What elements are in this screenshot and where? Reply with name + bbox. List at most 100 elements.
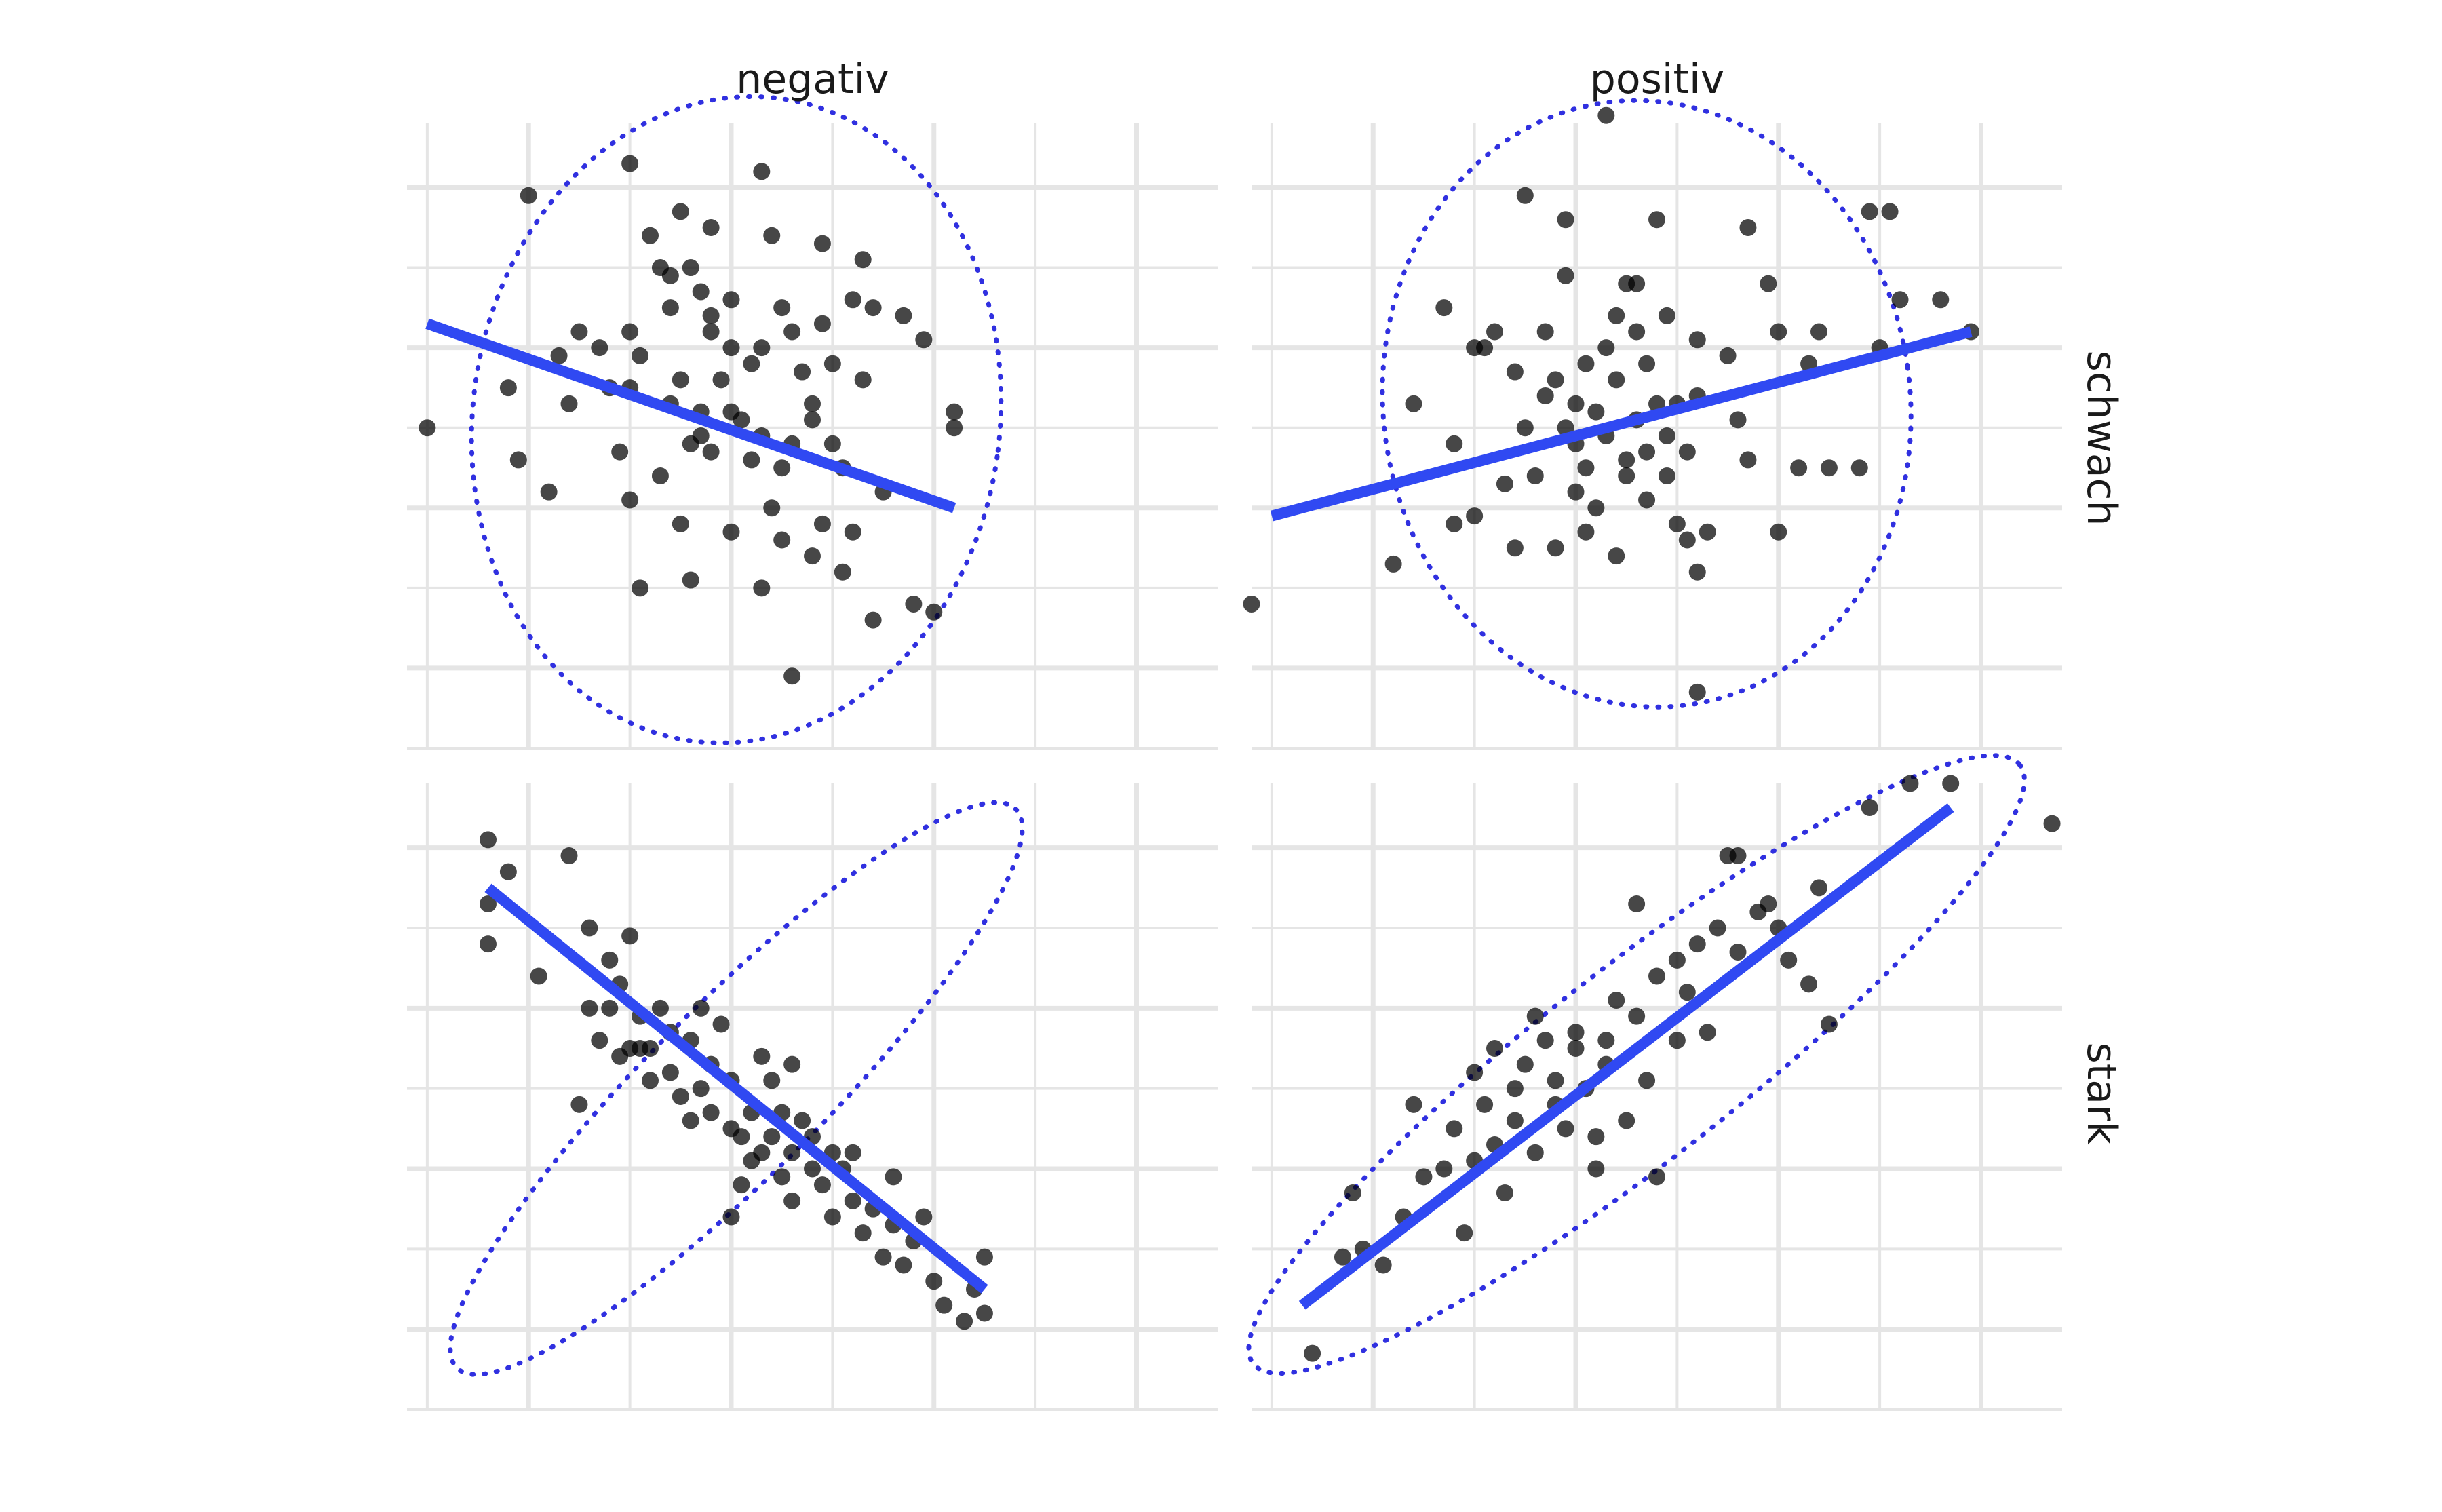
data-point (1628, 895, 1646, 912)
data-point (794, 1112, 811, 1129)
data-point (1688, 331, 1706, 349)
data-point (946, 419, 963, 437)
data-point (1435, 1160, 1453, 1178)
data-point (1384, 555, 1402, 573)
data-point (722, 291, 740, 309)
data-point (844, 1144, 861, 1161)
data-point (1446, 515, 1463, 532)
data-point (560, 395, 578, 412)
data-point (1810, 323, 1827, 341)
data-point (864, 611, 882, 629)
points-positiv-stark (1304, 775, 2061, 1362)
data-point (1557, 267, 1574, 284)
data-point (915, 1208, 933, 1226)
data-point (1547, 539, 1564, 557)
data-point (733, 1128, 750, 1146)
data-point (1526, 467, 1544, 485)
data-point (895, 1256, 912, 1274)
data-point (1496, 1184, 1513, 1201)
data-point (1638, 443, 1656, 461)
data-point (1820, 1015, 1838, 1033)
data-point (804, 1160, 821, 1178)
data-point (1729, 411, 1747, 429)
data-point (1374, 1256, 1392, 1274)
confidence-ellipse-positiv-stark (1246, 753, 2027, 1376)
data-point (925, 603, 943, 621)
data-point (1476, 1096, 1494, 1113)
data-point (1597, 339, 1615, 357)
data-point (1587, 499, 1605, 517)
data-point (783, 1192, 801, 1209)
data-point (773, 1168, 791, 1186)
data-point (1304, 1344, 1321, 1362)
data-point (601, 999, 619, 1017)
data-point (560, 847, 578, 864)
data-point (1668, 951, 1686, 969)
data-point (813, 235, 831, 252)
data-point (844, 523, 861, 541)
column-strip-label-negativ: negativ (736, 56, 889, 103)
data-point (1891, 291, 1909, 309)
data-point (1628, 275, 1646, 292)
data-point (581, 999, 598, 1017)
data-point (1597, 1032, 1615, 1049)
data-point (823, 355, 841, 372)
data-point (1415, 1168, 1433, 1186)
data-point (570, 1096, 588, 1113)
data-point (1466, 1064, 1484, 1081)
data-point (499, 379, 517, 397)
row-strip-label-stark: stark (2078, 1043, 2125, 1145)
data-point (1770, 523, 1787, 541)
data-point (661, 299, 679, 317)
data-point (753, 163, 771, 180)
data-point (925, 1273, 943, 1290)
data-point (1790, 459, 1808, 477)
data-point (1476, 339, 1494, 357)
data-point (1506, 363, 1524, 381)
data-point (915, 331, 933, 349)
data-point (530, 967, 547, 985)
data-point (783, 667, 801, 685)
data-point (722, 523, 740, 541)
data-point (743, 1152, 760, 1169)
regression-line-negativ-schwach (425, 318, 956, 513)
data-point (661, 1064, 679, 1081)
data-point (419, 419, 436, 437)
data-point (672, 1088, 689, 1105)
data-point (1405, 395, 1422, 412)
data-point (1618, 451, 1635, 469)
data-point (1577, 355, 1595, 372)
data-point (651, 259, 669, 277)
data-point (1678, 443, 1696, 461)
data-point (692, 999, 710, 1017)
data-point (1668, 1032, 1686, 1049)
data-point (1800, 975, 1818, 993)
data-point (1496, 475, 1513, 492)
data-point (550, 347, 568, 364)
confidence-ellipse-negativ-schwach (469, 94, 1004, 745)
data-point (621, 155, 639, 172)
data-point (763, 1072, 781, 1089)
data-point (570, 323, 588, 341)
data-point (1770, 323, 1787, 341)
data-point (1435, 299, 1453, 317)
data-point (864, 299, 882, 317)
data-point (743, 355, 760, 372)
data-point (1405, 1096, 1422, 1113)
data-point (509, 451, 527, 469)
data-point (753, 339, 771, 357)
data-point (1678, 984, 1696, 1001)
data-point (682, 435, 699, 452)
data-point (1506, 539, 1524, 557)
data-point (480, 895, 497, 912)
regression-line-negativ-stark (484, 883, 988, 1294)
data-point (854, 251, 872, 269)
data-point (642, 227, 659, 244)
data-point (1577, 523, 1595, 541)
data-point (874, 1248, 892, 1266)
data-point (591, 1032, 608, 1049)
data-point (1638, 491, 1656, 509)
data-point (1850, 459, 1868, 477)
data-point (632, 1040, 649, 1057)
data-point (1729, 847, 1747, 864)
